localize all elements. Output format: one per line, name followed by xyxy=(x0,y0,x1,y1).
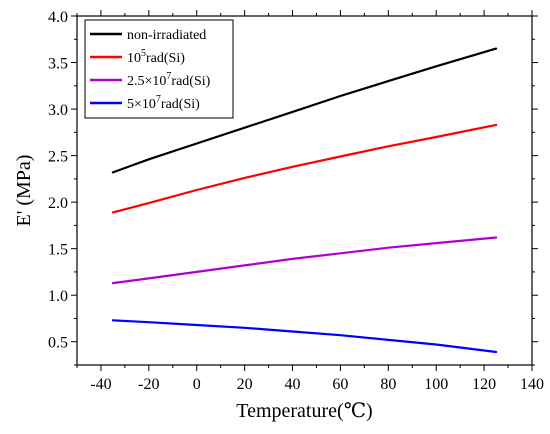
x-tick-label: 20 xyxy=(237,376,253,393)
x-tick-label: 40 xyxy=(285,376,301,393)
y-tick-label: 1.5 xyxy=(48,242,68,259)
y-tick-label: 3.5 xyxy=(48,56,68,73)
y-tick-label: 0.5 xyxy=(48,335,68,352)
legend-label-1: non-irradiated xyxy=(127,28,206,43)
y-tick-label: 1.0 xyxy=(48,288,68,305)
y-tick-label: 3.0 xyxy=(48,102,68,119)
x-tick-label: 60 xyxy=(332,376,348,393)
tick-labels: -40 -20 0 20 40 60 80 100 120 140 0.5 1.0 1.5 2.0 2.5 3… xyxy=(48,9,544,393)
x-tick-label: 80 xyxy=(380,376,396,393)
x-tick-label: 0 xyxy=(193,376,201,393)
legend-box xyxy=(84,19,234,119)
plot-lines xyxy=(111,47,498,354)
x-tick-label: 140 xyxy=(520,376,544,393)
legend: non-irradiated 105rad(Si) 2.5×107rad(Si) 5×… xyxy=(84,19,234,119)
axis-ticks xyxy=(71,10,538,371)
y-tick-label: 4.0 xyxy=(48,9,68,26)
legend-label-2: 105rad(Si) xyxy=(127,48,185,66)
series-line-3 xyxy=(111,236,498,285)
x-tick-label: 100 xyxy=(424,376,448,393)
y-axis-label: E' (MPa) xyxy=(13,155,35,227)
series-line-1 xyxy=(111,47,498,174)
y-tick-label: 2.0 xyxy=(48,195,68,212)
x-tick-label: -40 xyxy=(90,376,111,393)
x-axis-label: Temperature(℃) xyxy=(236,400,372,422)
y-tick-label: 2.5 xyxy=(48,149,68,166)
legend-label-4: 5×107rad(Si) xyxy=(127,94,200,112)
legend-items: non-irradiated 105rad(Si) 2.5×107rad(Si) 5×… xyxy=(90,28,211,112)
x-tick-label: 120 xyxy=(472,376,496,393)
plot-frame xyxy=(76,15,533,366)
series-line-4 xyxy=(111,319,498,354)
legend-label-3: 2.5×107rad(Si) xyxy=(127,71,211,89)
series-line-2 xyxy=(111,123,498,214)
x-tick-label: -20 xyxy=(138,376,159,393)
